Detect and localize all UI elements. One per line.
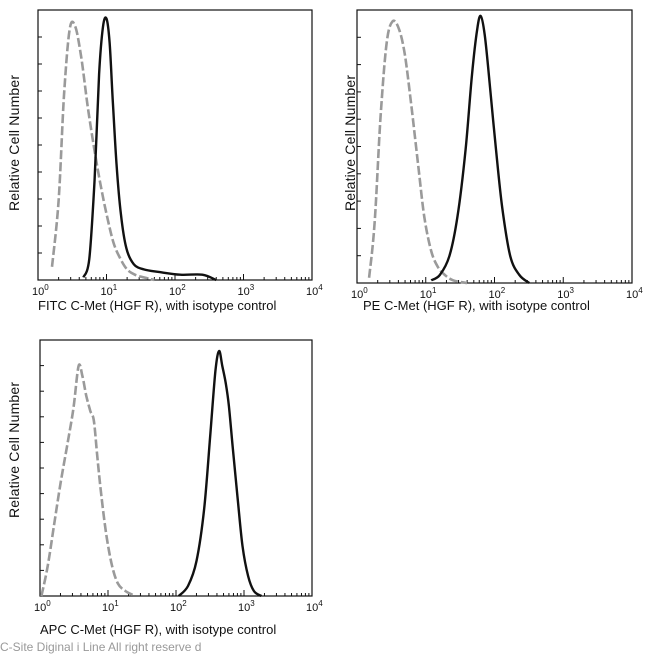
x-tick-label: 104: [306, 283, 323, 298]
footer-text: C-Site Diginal i Line All right reserve …: [0, 640, 202, 654]
histogram-panel-fitc: Relative Cell Number 100 101 102 103 104 FIT…: [0, 0, 330, 320]
c-met-stain-curve: [177, 349, 263, 598]
histogram-plot-pe: 100 101 102 103 104: [351, 9, 643, 301]
c-met-stain-curve: [82, 16, 217, 282]
x-tick-label: 104: [626, 286, 643, 301]
plot-frame: [356, 9, 633, 284]
isotype-control-curve: [50, 20, 155, 282]
x-axis-label: PE C-Met (HGF R), with isotype control: [363, 298, 590, 313]
x-tick-label: 101: [420, 286, 437, 301]
x-tick-label: 101: [101, 283, 118, 298]
x-tick-label: 102: [170, 599, 187, 614]
x-tick-label: 101: [102, 599, 119, 614]
c-met-stain-curve: [430, 14, 530, 284]
histogram-plot-apc: 100 101 102 103 104: [34, 339, 323, 614]
x-tick-label: 104: [306, 599, 323, 614]
x-tick-label: 100: [34, 599, 51, 614]
isotype-control-curve: [40, 363, 136, 598]
x-tick-label: 103: [238, 283, 255, 298]
plot-frame: [39, 339, 313, 597]
x-tick-label: 102: [169, 283, 186, 298]
x-tick-label: 103: [238, 599, 255, 614]
x-axis-label: FITC C-Met (HGF R), with isotype control: [38, 298, 277, 313]
x-tick-label: 100: [351, 286, 368, 301]
histogram-panel-pe: Relative Cell Number 100 101 102 103 104 PE …: [330, 0, 650, 320]
x-tick-label: 100: [32, 283, 49, 298]
histogram-plot-fitc: 100 101 102 103 104: [32, 9, 323, 298]
x-axis-label: APC C-Met (HGF R), with isotype control: [40, 622, 277, 637]
histogram-panel-apc: Relative Cell Number 100 101 102 103 104 APC…: [0, 320, 330, 640]
x-tick-label: 102: [489, 286, 506, 301]
x-tick-label: 103: [557, 286, 574, 301]
